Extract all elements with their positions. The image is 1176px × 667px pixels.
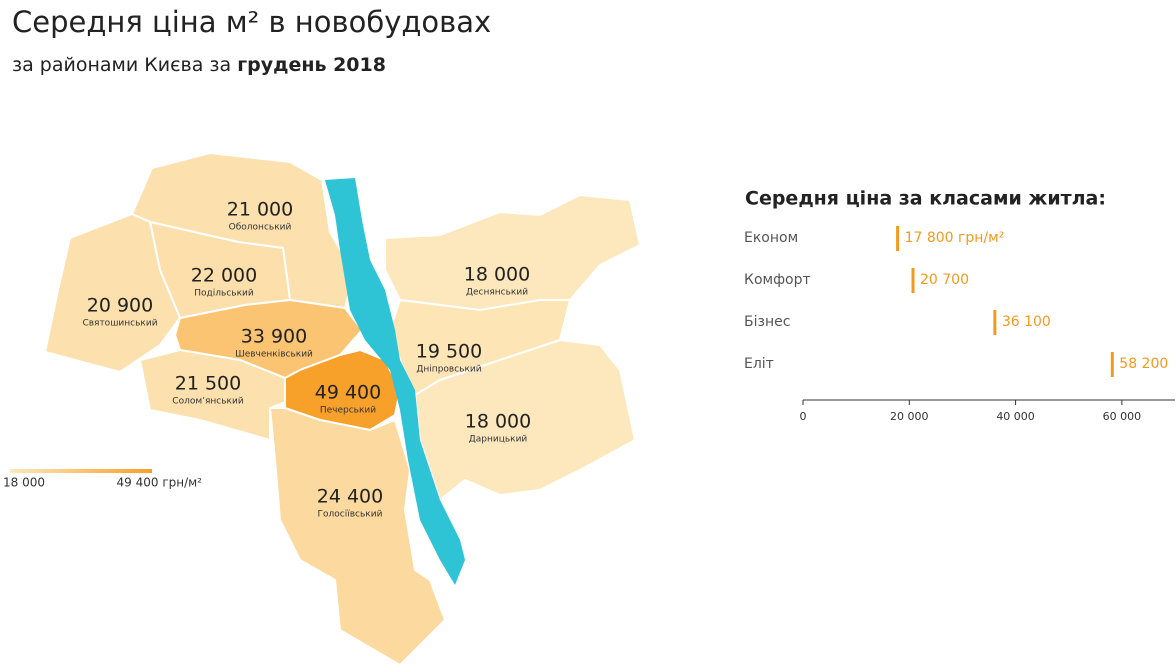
x-tick-label: 0 (800, 410, 807, 423)
subtitle: за районами Києва за грудень 2018 (12, 54, 386, 76)
district-name: Голосіївський (318, 510, 383, 520)
district-name: Деснянський (466, 288, 528, 298)
district-value: 18 000 (464, 264, 530, 286)
legend-gradient (10, 469, 152, 473)
title: Середня ціна м² в новобудовах (12, 5, 491, 39)
district-name: Подільський (194, 289, 254, 299)
legend-max: 49 400 грн/м² (117, 476, 203, 490)
district-value: 18 000 (465, 411, 531, 433)
value-label: 58 200 (1119, 356, 1168, 372)
district-name: Солом’янський (172, 397, 244, 407)
x-tick-label: 60 000 (1103, 410, 1142, 423)
x-tick-label: 20 000 (890, 410, 929, 423)
map: 21 000 Оболонський 22 000 Подільський 20 900… (43, 151, 642, 667)
district-value: 19 500 (416, 341, 482, 363)
district-name: Святошинський (82, 319, 157, 329)
district-value: 20 900 (87, 295, 153, 317)
subtitle-emphasis: грудень 2018 (237, 54, 386, 76)
district (268, 407, 447, 667)
category-label: Комфорт (744, 272, 811, 288)
district-value: 49 400 (315, 382, 381, 404)
district (284, 348, 402, 432)
category-label: Еліт (744, 356, 774, 372)
bar-marker (993, 310, 997, 335)
district-value: 22 000 (191, 265, 257, 287)
chart-title: Середня ціна за класами житла: (745, 188, 1106, 210)
river (325, 178, 465, 585)
district (413, 338, 637, 502)
district-name: Оболонський (229, 223, 292, 233)
district (43, 212, 182, 374)
bar-marker (911, 268, 915, 293)
district-value: 21 500 (175, 373, 241, 395)
district-name: Дніпровський (416, 365, 481, 375)
category-label: Бізнес (744, 314, 790, 330)
bar-marker (1110, 352, 1114, 377)
district-name: Печерський (320, 406, 376, 416)
category-label: Економ (744, 230, 798, 246)
district-value: 21 000 (227, 199, 293, 221)
subtitle-text: за районами Києва за (12, 54, 231, 76)
district-name: Дарницький (469, 435, 528, 445)
value-label: 36 100 (1002, 314, 1051, 330)
value-label: 17 800 грн/м² (905, 230, 1005, 246)
district-value: 24 400 (317, 486, 383, 508)
bar-marker (896, 226, 900, 251)
district (138, 348, 292, 442)
legend-min: 18 000 (3, 476, 45, 490)
district-value: 33 900 (241, 326, 307, 348)
value-label: 20 700 (920, 272, 969, 288)
district-name: Шевченківський (235, 350, 313, 360)
x-tick-label: 40 000 (996, 410, 1035, 423)
